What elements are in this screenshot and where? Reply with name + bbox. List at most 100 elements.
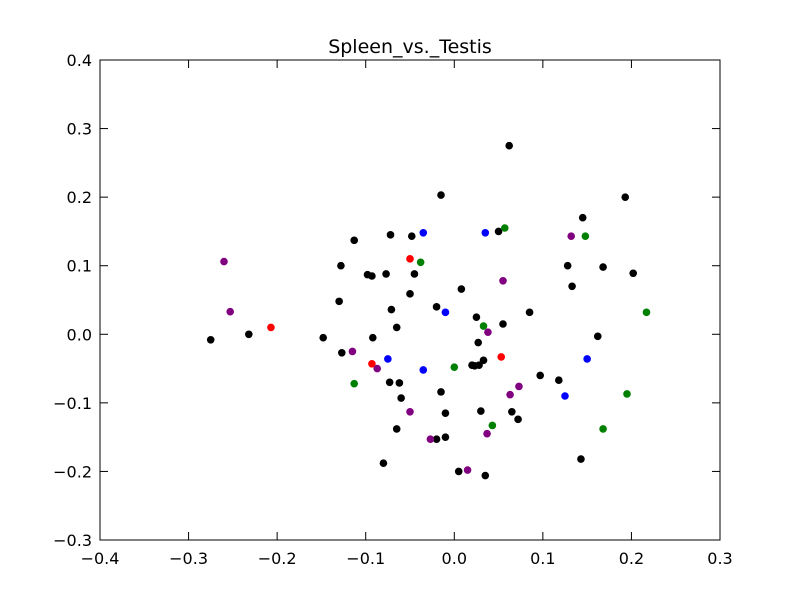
data-point bbox=[583, 355, 591, 363]
data-point bbox=[500, 224, 509, 232]
data-point bbox=[515, 382, 523, 391]
data-point bbox=[629, 269, 637, 278]
data-point bbox=[426, 435, 435, 444]
data-point bbox=[454, 467, 463, 476]
y-tick-label: −0.3 bbox=[53, 531, 92, 550]
data-point bbox=[568, 282, 576, 291]
data-point bbox=[392, 323, 401, 332]
data-point bbox=[577, 455, 585, 463]
data-point bbox=[373, 364, 382, 373]
data-points bbox=[206, 141, 651, 480]
data-point bbox=[563, 261, 572, 270]
x-tick-label: −0.4 bbox=[81, 549, 120, 568]
data-point bbox=[387, 305, 396, 314]
data-point bbox=[406, 407, 414, 416]
data-point bbox=[441, 433, 450, 441]
x-tick-label: −0.3 bbox=[169, 549, 208, 568]
data-point bbox=[481, 471, 490, 480]
data-point bbox=[441, 308, 450, 317]
data-point bbox=[432, 435, 441, 444]
data-point bbox=[475, 361, 483, 369]
x-tick-label: 0.3 bbox=[707, 549, 732, 568]
data-point bbox=[499, 277, 507, 285]
data-point bbox=[338, 349, 346, 357]
x-axis: −0.4 −0.3 −0.2 −0.1 0.0 0.1 0.2 0.3 bbox=[81, 60, 733, 568]
data-point bbox=[382, 270, 390, 278]
data-point bbox=[474, 338, 483, 347]
data-point bbox=[437, 191, 445, 199]
x-tick-label: −0.2 bbox=[258, 549, 297, 568]
data-point bbox=[483, 429, 491, 438]
y-tick-label: 0.0 bbox=[67, 325, 92, 344]
data-point bbox=[506, 390, 514, 399]
data-point bbox=[581, 232, 590, 241]
data-point bbox=[206, 335, 215, 344]
y-tick-label: 0.1 bbox=[67, 257, 92, 276]
data-point bbox=[245, 330, 253, 339]
data-point bbox=[621, 193, 630, 201]
data-point bbox=[508, 407, 516, 416]
data-point bbox=[385, 378, 394, 387]
chart-title: Spleen_vs._Testis bbox=[328, 36, 492, 58]
data-point bbox=[457, 285, 466, 293]
data-point bbox=[514, 415, 522, 424]
data-point bbox=[368, 359, 376, 368]
data-point bbox=[379, 459, 388, 468]
y-tick-label: 0.3 bbox=[67, 120, 92, 139]
data-point bbox=[220, 257, 228, 266]
data-point bbox=[368, 272, 376, 280]
data-point bbox=[536, 371, 544, 380]
data-point bbox=[567, 232, 575, 241]
x-tick-label: −0.1 bbox=[346, 549, 385, 568]
data-point bbox=[397, 394, 405, 402]
data-point bbox=[555, 376, 563, 385]
data-point bbox=[505, 141, 513, 150]
data-point bbox=[226, 307, 234, 316]
data-point bbox=[437, 388, 445, 396]
data-point bbox=[335, 297, 343, 306]
data-point bbox=[477, 407, 485, 415]
data-point bbox=[472, 313, 481, 321]
data-point bbox=[319, 333, 328, 342]
data-point bbox=[395, 379, 404, 387]
data-point bbox=[350, 379, 359, 388]
y-tick-label: 0.4 bbox=[67, 51, 92, 70]
data-point bbox=[406, 290, 414, 298]
x-tick-label: 0.1 bbox=[530, 549, 555, 568]
data-point bbox=[419, 229, 428, 237]
data-point bbox=[406, 255, 414, 263]
data-point bbox=[416, 258, 425, 267]
data-point bbox=[488, 421, 497, 430]
data-point bbox=[578, 213, 587, 222]
data-point bbox=[481, 229, 490, 237]
y-tick-label: −0.1 bbox=[53, 394, 92, 413]
data-point bbox=[410, 270, 419, 278]
y-axis: −0.3 −0.2 −0.1 0.0 0.1 0.2 0.3 0.4 bbox=[53, 51, 720, 550]
data-point bbox=[337, 261, 345, 270]
data-point bbox=[384, 355, 392, 363]
data-point bbox=[450, 363, 459, 372]
data-point bbox=[348, 347, 357, 356]
data-point bbox=[642, 308, 651, 317]
data-point bbox=[432, 303, 441, 311]
y-tick-label: 0.2 bbox=[67, 188, 92, 207]
data-point bbox=[392, 425, 401, 433]
y-tick-label: −0.2 bbox=[53, 462, 92, 481]
x-tick-label: 0.0 bbox=[442, 549, 467, 568]
data-point bbox=[623, 390, 631, 398]
data-point bbox=[441, 409, 450, 417]
data-point bbox=[407, 232, 416, 241]
data-point bbox=[267, 323, 275, 332]
data-point bbox=[386, 231, 395, 239]
data-point bbox=[484, 328, 492, 337]
data-point bbox=[599, 425, 607, 433]
data-point bbox=[463, 466, 472, 474]
data-point bbox=[479, 356, 488, 365]
data-point bbox=[419, 366, 428, 374]
data-point bbox=[350, 236, 359, 245]
data-point bbox=[525, 308, 534, 317]
data-point bbox=[369, 333, 377, 342]
data-point bbox=[494, 227, 503, 236]
plot-area bbox=[99, 59, 721, 541]
